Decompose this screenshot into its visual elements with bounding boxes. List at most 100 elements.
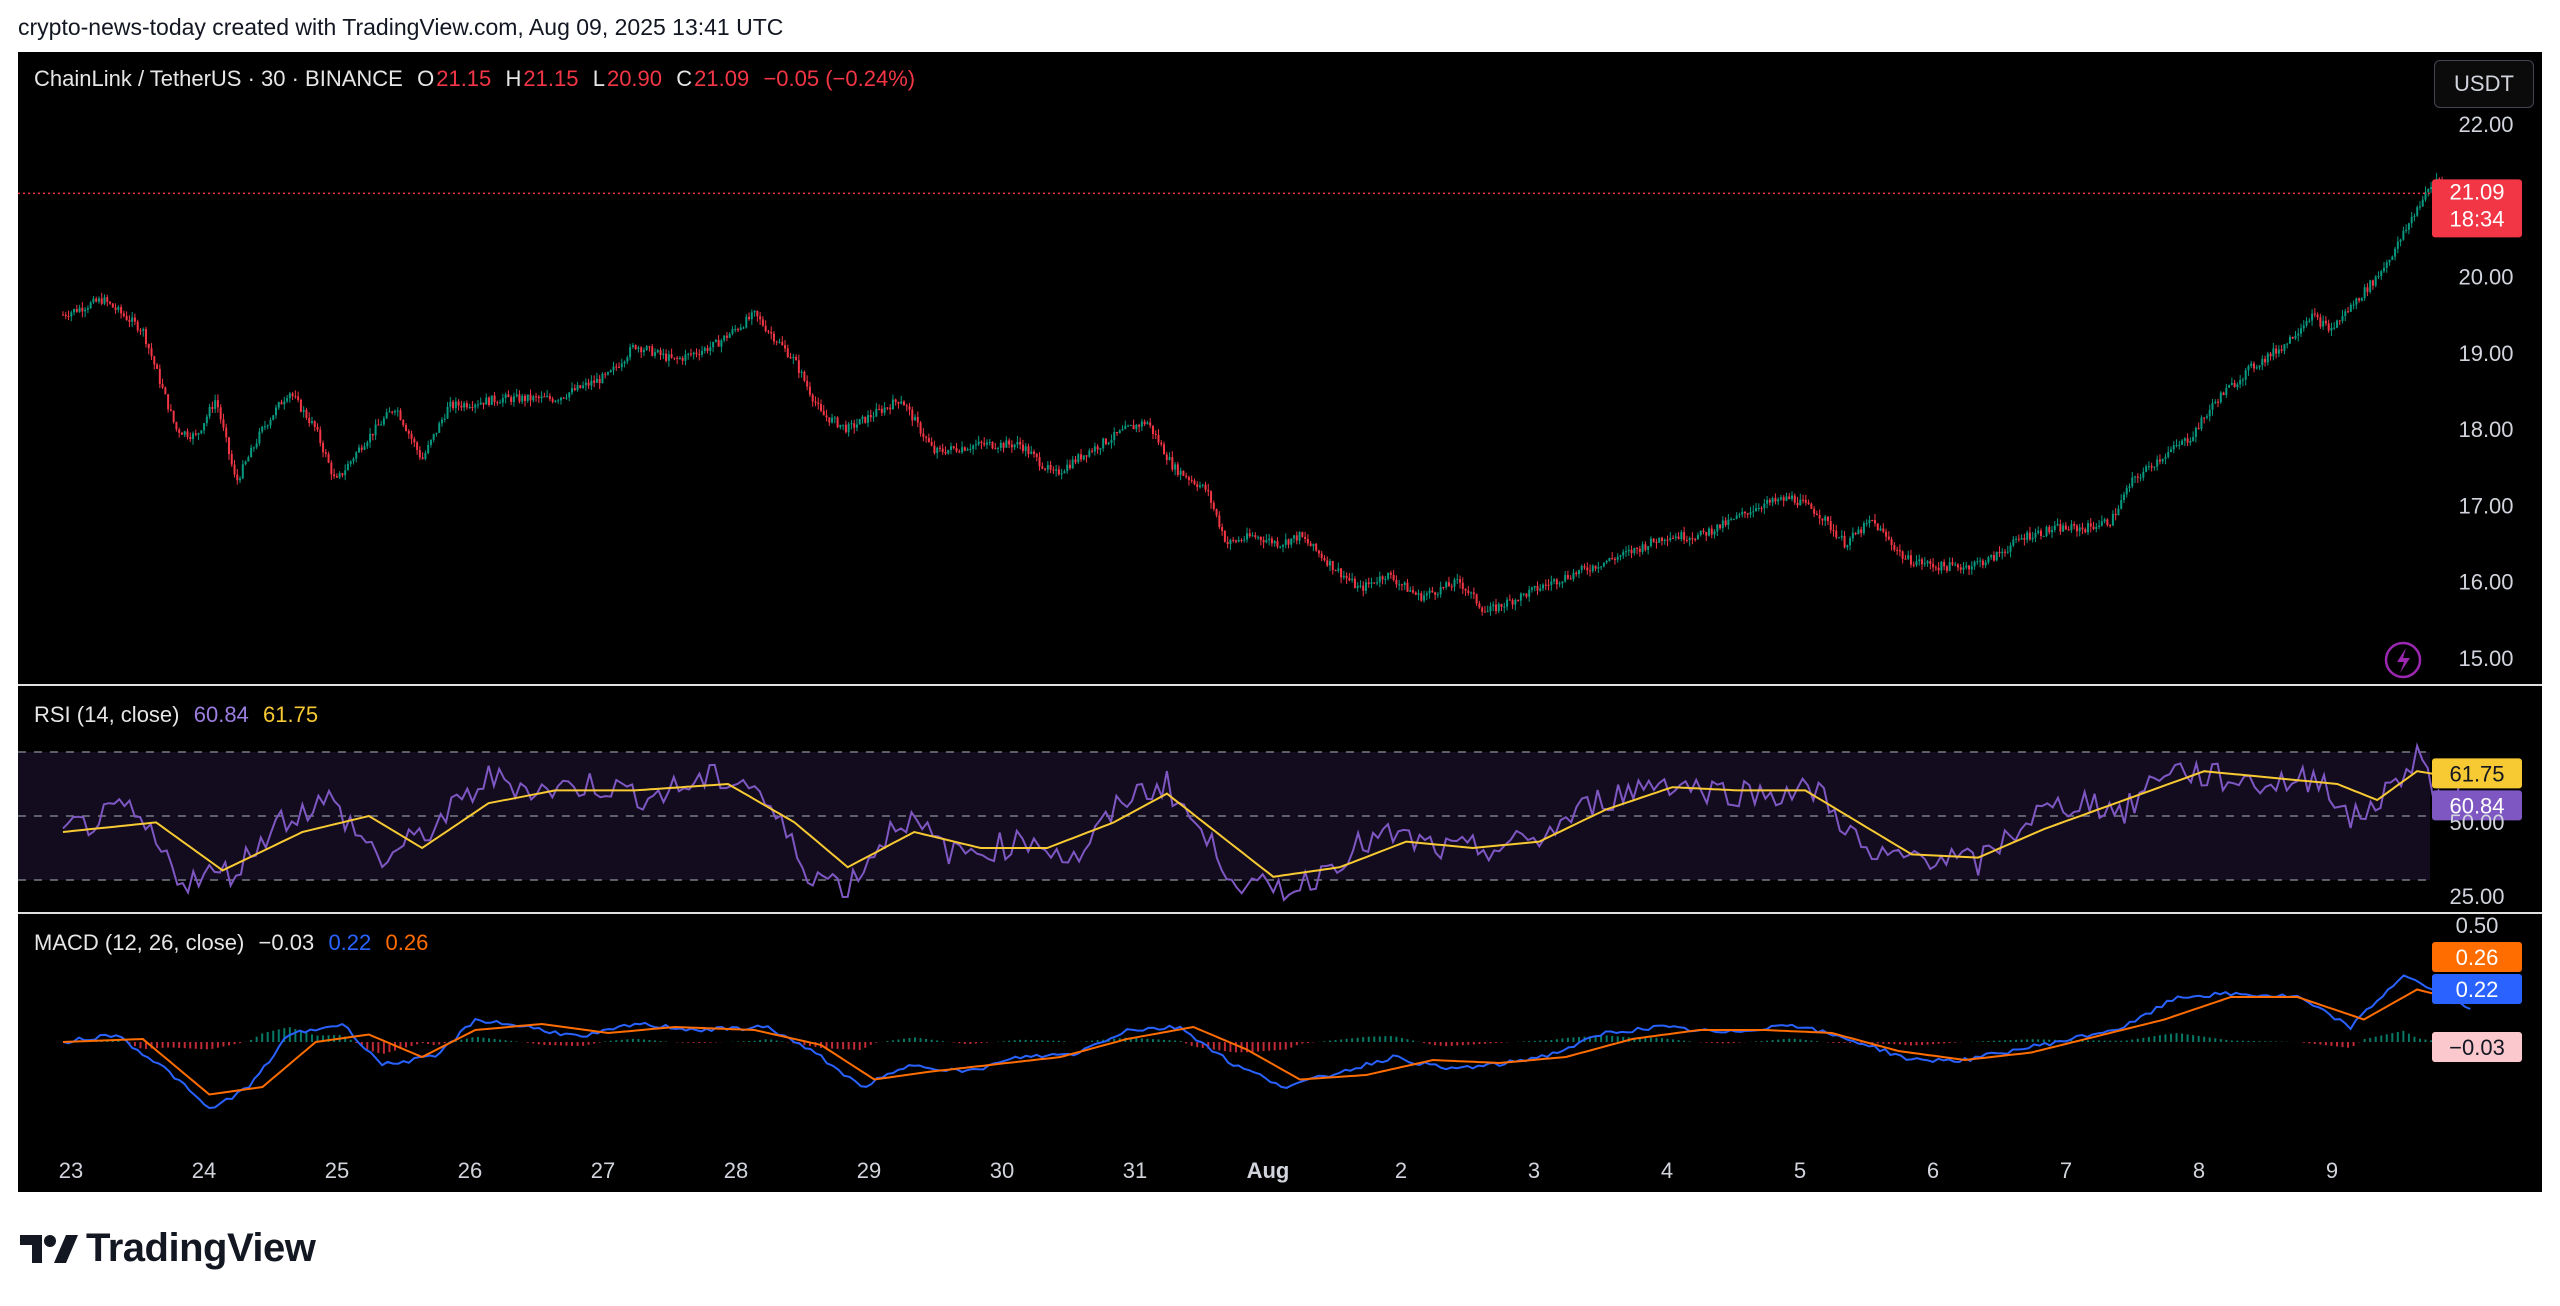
- candle-body: [1221, 526, 1224, 531]
- candle-body: [1099, 448, 1102, 450]
- candle-body: [2128, 486, 2131, 489]
- signal-line: [62, 988, 2471, 1096]
- candle-body: [1030, 451, 1033, 454]
- candle-body: [476, 404, 479, 406]
- candle-body: [1287, 539, 1290, 545]
- candle-body: [1373, 582, 1376, 584]
- candle-body: [352, 458, 355, 462]
- candle-body: [828, 417, 831, 423]
- candle-body: [1879, 528, 1882, 531]
- candle-body: [925, 436, 928, 438]
- currency-button[interactable]: USDT: [2434, 60, 2534, 108]
- candle-body: [905, 405, 908, 407]
- candle-body: [2089, 523, 2092, 527]
- candle-body: [778, 341, 781, 343]
- candle-body: [2070, 524, 2073, 531]
- candle-body: [443, 418, 446, 420]
- time-axis-tick: 29: [857, 1158, 881, 1183]
- candle-body: [1002, 442, 1005, 448]
- candle-body: [512, 396, 515, 403]
- candle-body: [1489, 606, 1492, 612]
- candle-body: [1517, 599, 1520, 601]
- candle-body: [175, 422, 178, 430]
- candle-body: [642, 350, 645, 353]
- candle-body: [1793, 495, 1796, 503]
- candle-body: [958, 451, 961, 453]
- candle-body: [156, 364, 159, 369]
- candle-body: [764, 325, 767, 332]
- chart-caption: crypto-news-today created with TradingVi…: [18, 14, 784, 40]
- candle-body: [797, 360, 800, 373]
- candle-body: [2291, 336, 2294, 339]
- candle-body: [1376, 582, 1379, 584]
- candle-body: [2156, 459, 2159, 467]
- candle-body: [2001, 551, 2004, 554]
- candle-body: [698, 354, 701, 356]
- time-axis-tick: 27: [591, 1158, 615, 1183]
- candle-body: [189, 437, 192, 440]
- candle-body: [936, 447, 939, 454]
- chart-frame[interactable]: 21.09 18:34 22.00 20.00 19.00 18.00 17.00 16.00…: [18, 52, 2542, 1192]
- symbol-label: ChainLink / TetherUS · 30 · BINANCE: [34, 66, 403, 91]
- candle-body: [2280, 349, 2283, 351]
- candle-body: [2300, 328, 2303, 334]
- candle-body: [86, 308, 89, 310]
- candle-body: [1442, 586, 1445, 588]
- candle-body: [1268, 538, 1271, 541]
- candle-body: [878, 408, 881, 410]
- candle-body: [2078, 527, 2081, 532]
- candle-body: [286, 398, 289, 402]
- candle-body: [1815, 513, 1818, 516]
- candle-body: [1127, 425, 1130, 427]
- candle-body: [1044, 468, 1047, 470]
- histogram-axis-value: −0.03: [2449, 1035, 2505, 1060]
- candle-body: [609, 370, 612, 373]
- candle-body: [1666, 539, 1669, 541]
- candle-body: [2031, 537, 2034, 540]
- candle-body: [767, 331, 770, 333]
- candle-body: [2145, 466, 2148, 472]
- candle-body: [435, 432, 438, 435]
- candle-body: [122, 313, 125, 316]
- candle-body: [344, 470, 347, 476]
- candle-body: [1838, 537, 1841, 539]
- rsi-ma-axis-value: 61.75: [2449, 761, 2504, 786]
- candle-body: [2416, 207, 2419, 216]
- candle-body: [850, 423, 853, 425]
- candle-body: [1317, 550, 1320, 554]
- candle-body: [872, 416, 875, 418]
- candle-body: [1658, 537, 1661, 543]
- candle-body: [1774, 498, 1777, 502]
- candle-body: [1746, 513, 1749, 515]
- candle-body: [1019, 441, 1022, 445]
- candle-body: [128, 320, 131, 322]
- candle-body: [1453, 579, 1456, 587]
- signal-badge: [2432, 942, 2522, 972]
- candle-body: [1622, 551, 1625, 556]
- candle-body: [1138, 424, 1141, 427]
- candle-body: [692, 352, 695, 355]
- candle-body: [1918, 559, 1921, 562]
- candle-body: [2053, 525, 2056, 530]
- chart-canvas[interactable]: 21.0918:3422.0020.0019.0018.0017.0016.00…: [18, 52, 2542, 1192]
- candle-body: [2134, 476, 2137, 478]
- candle-body: [333, 474, 336, 477]
- candle-body: [1594, 565, 1597, 569]
- candle-body: [1312, 543, 1315, 547]
- candle-body: [1766, 500, 1769, 504]
- candle-body: [1102, 438, 1105, 449]
- candle-body: [1168, 457, 1171, 460]
- lightning-icon: [2384, 641, 2422, 679]
- candle-body: [1436, 594, 1439, 596]
- candle-body: [2394, 248, 2397, 257]
- candle-body: [1439, 586, 1442, 595]
- candle-body: [667, 354, 670, 361]
- candle-body: [1854, 532, 1857, 535]
- candle-body: [1663, 539, 1666, 542]
- candle-body: [2100, 521, 2103, 526]
- candle-body: [1771, 498, 1774, 503]
- candle-body: [2380, 271, 2383, 277]
- candle-body: [1270, 538, 1273, 544]
- candle-body: [471, 407, 474, 409]
- candle-body: [717, 339, 720, 347]
